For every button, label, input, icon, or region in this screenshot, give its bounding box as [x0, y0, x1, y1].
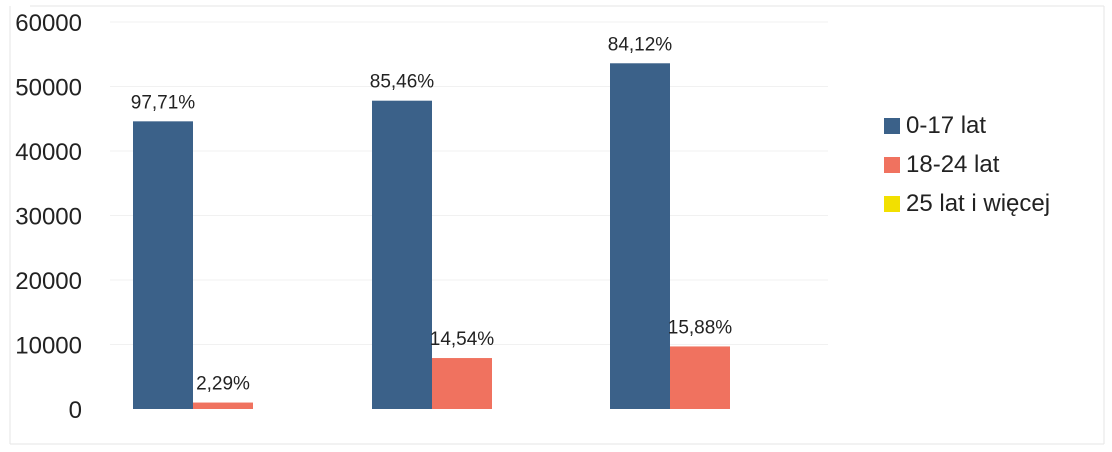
bar: [372, 100, 432, 409]
data-label: 84,12%: [608, 34, 673, 55]
legend-swatch: [884, 118, 900, 134]
y-tick-label: 60000: [15, 10, 82, 37]
data-label: 14,54%: [430, 329, 495, 350]
y-tick-label: 50000: [15, 75, 82, 102]
legend-swatch: [884, 196, 900, 212]
y-tick-label: 40000: [15, 139, 82, 166]
y-tick-label: 0: [69, 397, 82, 424]
y-tick-label: 10000: [15, 333, 82, 360]
legend: 0-17 lat 18-24 lat 25 lat i więcej: [884, 112, 1050, 217]
chart-frame: [9, 5, 1105, 445]
data-label: 15,88%: [668, 317, 733, 338]
data-label: 2,29%: [196, 374, 250, 395]
bar: [432, 358, 492, 409]
data-labels: 97,71% 85,46% 84,12% 2,29% 14,54% 15,88%: [131, 34, 733, 394]
data-label: 97,71%: [131, 92, 196, 113]
bar: [193, 402, 253, 409]
legend-label: 25 lat i więcej: [906, 190, 1050, 217]
legend-label: 18-24 lat: [906, 151, 1000, 178]
bars: [133, 63, 730, 409]
bar: [133, 121, 193, 409]
legend-swatch: [884, 157, 900, 173]
legend-label: 0-17 lat: [906, 112, 986, 139]
bar: [670, 346, 730, 409]
y-axis: 0 10000 20000 30000 40000 50000 60000: [15, 10, 82, 424]
y-tick-label: 30000: [15, 204, 82, 231]
gridlines: [110, 21, 828, 345]
data-label: 85,46%: [370, 72, 435, 93]
y-tick-label: 20000: [15, 268, 82, 295]
bar: [610, 63, 670, 409]
